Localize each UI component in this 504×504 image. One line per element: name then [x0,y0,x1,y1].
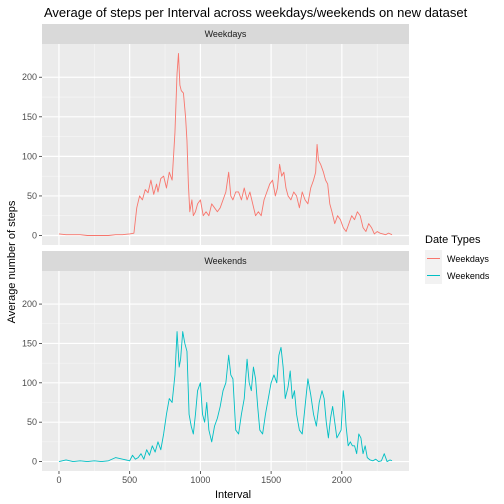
strip-weekdays [42,24,409,44]
x-tick-label: 1000 [190,475,210,485]
x-tick-label: 2000 [332,475,352,485]
series-line-weekends [58,331,393,462]
grid-weekdays [42,44,409,245]
x-axis-title: Interval [215,489,251,501]
panel-background-weekdays [42,44,409,245]
line-weekdays-group [58,53,393,236]
y-tick-label: 150 [22,338,37,348]
legend-title: Date Types [425,234,481,246]
x-tick-label: 0 [56,475,61,485]
y-tick-label: 100 [22,151,37,161]
x-tick-label: 500 [122,475,137,485]
y-tick-label: 150 [22,112,37,122]
strip-label-weekdays: Weekdays [205,29,247,39]
y-tick-label: 50 [27,417,37,427]
y-tick-label: 200 [22,299,37,309]
y-axis-title: Average number of steps [6,200,18,323]
panel-background-weekends [42,271,409,471]
y-tick-label: 50 [27,191,37,201]
x-tick-label: 1500 [261,475,281,485]
strip-weekends [42,251,409,271]
panel-weekends: Weekends 0 50 100 150 200 [22,251,409,471]
legend-label-weekends: Weekends [447,271,490,281]
y-tick-label: 100 [22,378,37,388]
y-tick-label: 0 [32,231,37,241]
series-line-weekdays [58,53,393,236]
y-tick-label: 0 [32,457,37,467]
legend-items: Weekdays Weekends [425,250,490,284]
strip-label-weekends: Weekends [204,256,247,266]
y-axis-weekdays: 0 50 100 150 200 [22,72,42,241]
chart-title: Average of steps per Interval across wee… [44,5,468,20]
legend: Date Types Weekdays Weekends [425,234,490,284]
y-axis-weekends: 0 50 100 150 200 [22,299,42,467]
x-axis: 0 500 1000 1500 2000 [56,471,352,485]
legend-label-weekdays: Weekdays [447,254,489,264]
y-tick-label: 200 [22,72,37,82]
line-weekends-group [58,331,393,462]
panel-weekdays: Weekdays 0 50 100 150 200 [22,24,409,245]
